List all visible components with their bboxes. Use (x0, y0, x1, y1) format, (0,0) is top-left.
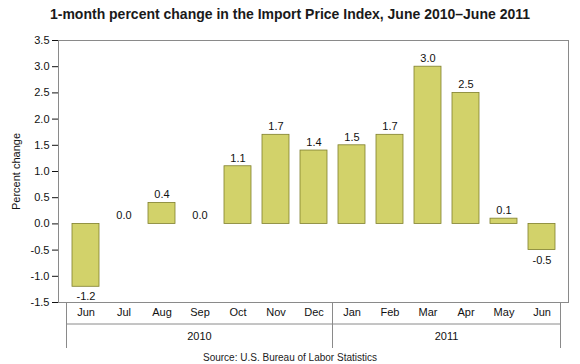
svg-text:3.0: 3.0 (34, 60, 49, 72)
svg-text:2011: 2011 (435, 330, 459, 342)
svg-text:-0.5: -0.5 (533, 254, 552, 266)
svg-text:1.4: 1.4 (306, 136, 321, 148)
svg-text:2.0: 2.0 (34, 113, 49, 125)
svg-text:Jun: Jun (77, 306, 95, 318)
svg-text:Apr: Apr (457, 306, 474, 318)
svg-text:0.1: 0.1 (496, 204, 511, 216)
svg-text:May: May (494, 306, 515, 318)
svg-text:Jul: Jul (117, 306, 131, 318)
svg-text:2.5: 2.5 (34, 86, 49, 98)
svg-text:2010: 2010 (187, 330, 211, 342)
svg-text:0.0: 0.0 (192, 209, 207, 221)
svg-text:Mar: Mar (419, 306, 438, 318)
svg-text:0.0: 0.0 (116, 209, 131, 221)
svg-text:Dec: Dec (304, 306, 324, 318)
svg-text:0.0: 0.0 (34, 217, 49, 229)
html-text:Source: U.S. Bureau of Labor S: Source: U.S. Bureau of Labor Statistics (203, 352, 377, 363)
svg-text:0.5: 0.5 (34, 191, 49, 203)
svg-text:1.7: 1.7 (382, 120, 397, 132)
svg-text:Percent change: Percent change (10, 133, 22, 210)
svg-text:Jun: Jun (533, 306, 551, 318)
svg-text:Oct: Oct (229, 306, 246, 318)
svg-text:2.5: 2.5 (458, 78, 473, 90)
svg-text:3.5: 3.5 (34, 34, 49, 46)
svg-text:0.4: 0.4 (154, 188, 169, 200)
svg-text:-0.5: -0.5 (31, 244, 50, 256)
svg-text:Sep: Sep (190, 306, 210, 318)
svg-text:3.0: 3.0 (420, 52, 435, 64)
svg-text:1.7: 1.7 (268, 120, 283, 132)
svg-text:-1.2: -1.2 (77, 290, 96, 302)
svg-text:1.0: 1.0 (34, 165, 49, 177)
html-text:1-month percent change in the: 1-month percent change in the Import Pri… (50, 6, 530, 22)
svg-text:1.5: 1.5 (344, 131, 359, 143)
svg-text:-1.5: -1.5 (31, 296, 50, 308)
svg-text:Feb: Feb (381, 306, 400, 318)
svg-text:Nov: Nov (266, 306, 286, 318)
svg-text:1.5: 1.5 (34, 139, 49, 151)
svg-text:1.1: 1.1 (230, 152, 245, 164)
svg-text:Aug: Aug (152, 306, 172, 318)
svg-text:Jan: Jan (343, 306, 361, 318)
svg-text:-1.0: -1.0 (31, 270, 50, 282)
